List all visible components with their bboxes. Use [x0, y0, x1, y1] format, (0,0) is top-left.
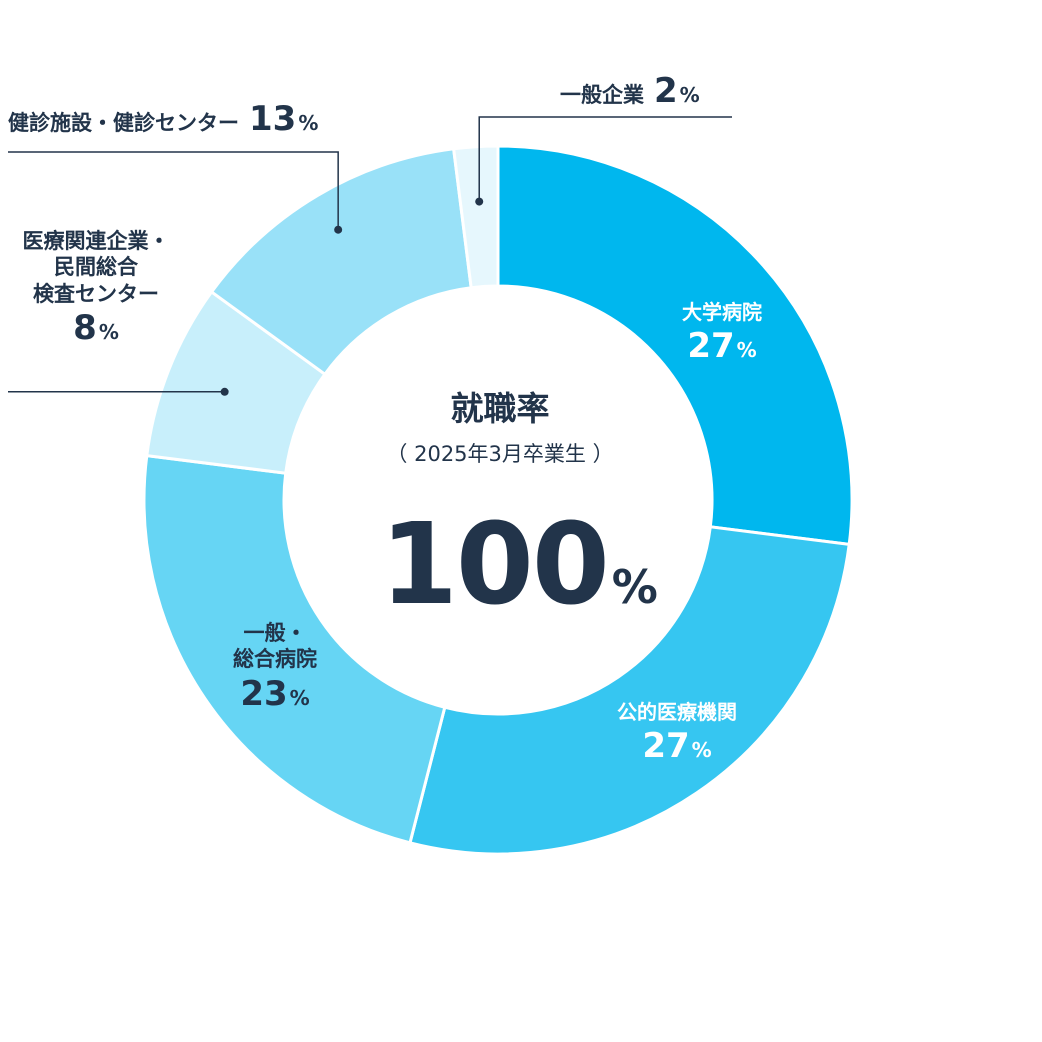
slice-name: 医療関連企業・: [22, 229, 170, 253]
slice-label-kigyo: 一般企業 2%: [560, 70, 760, 113]
slice-ippan: [142, 453, 447, 845]
total-rate: 100%: [380, 500, 660, 630]
slice-name: 大学病院: [682, 300, 762, 324]
kenshin-leader-dot: [334, 225, 343, 234]
kigyo-leader-line: [478, 116, 732, 202]
total-value: 100: [380, 500, 610, 630]
kenshin-leader-line: [8, 151, 339, 230]
slice-value: 27: [687, 326, 735, 366]
slice-name: 総合病院: [233, 647, 317, 672]
kanren-leader-dot: [220, 387, 229, 396]
slice-value: 8: [73, 307, 97, 348]
chart-title: 就職率: [450, 389, 550, 428]
slice-name: 一般・: [243, 621, 307, 645]
kigyo-leader-dot: [475, 197, 484, 206]
slice-label-ippan: 一般・ 総合病院 23%: [205, 620, 345, 715]
slice-value: 27: [642, 726, 690, 766]
slice-daigaku: [496, 144, 854, 547]
slice-unit: %: [98, 319, 119, 344]
slice-name: 一般企業: [560, 83, 644, 107]
slice-label-koteki: 公的医療機関 27%: [582, 700, 772, 768]
slice-value: 23: [240, 673, 288, 714]
slice-unit: %: [298, 111, 319, 135]
slice-name: 民間総合: [54, 255, 138, 280]
slice-koteki: [408, 525, 851, 856]
slice-name: 健診施設・健診センター: [8, 111, 239, 135]
slice-label-kenshin: 健診施設・健診センター 13%: [8, 98, 428, 141]
slice-value: 13: [249, 99, 297, 139]
slice-unit: %: [691, 738, 712, 762]
slice-name: 検査センター: [33, 281, 159, 306]
slice-label-daigaku: 大学病院 27%: [652, 300, 792, 368]
slice-name: 公的医療機関: [617, 700, 737, 724]
slice-value: 2: [654, 71, 678, 111]
slice-unit: %: [679, 83, 700, 107]
chart-subtitle: （ 2025年3月卒業生 ）: [386, 442, 614, 466]
slice-unit: %: [289, 685, 310, 710]
total-unit: %: [611, 560, 658, 614]
slice-kigyo: [451, 144, 500, 290]
slice-label-kanren: 医療関連企業・ 民間総合 検査センター 8%: [0, 228, 192, 349]
slice-unit: %: [736, 338, 757, 362]
